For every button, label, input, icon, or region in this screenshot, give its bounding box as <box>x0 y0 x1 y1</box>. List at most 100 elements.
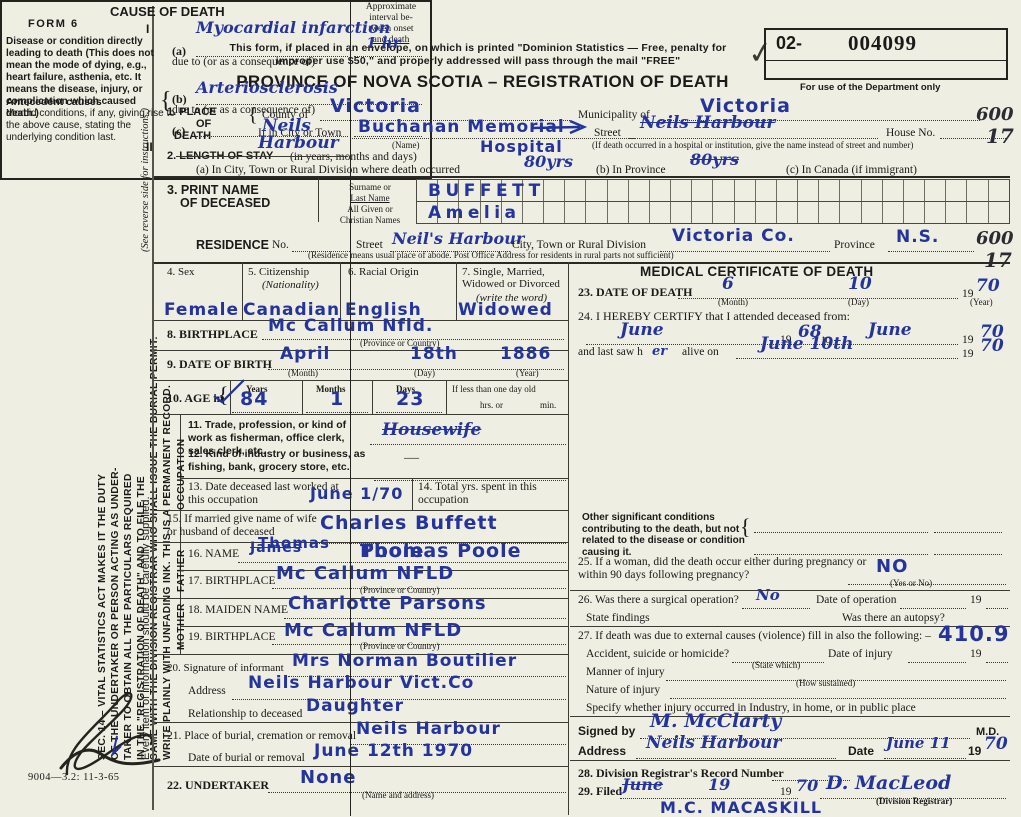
cause-part-i: I <box>146 22 150 36</box>
field-10-days-value: 23 <box>396 388 425 410</box>
margin-note-a: 600 <box>976 104 1014 125</box>
field-9-day: 18th <box>410 344 458 364</box>
given-names-label: All Given or Christian Names <box>339 204 401 225</box>
signed-by-value: M. McClarty <box>650 710 782 732</box>
field-29-year-prefix: 19 <box>780 786 792 798</box>
cause-a-value: Myocardial infarction <box>196 18 391 37</box>
field-10-months-label: Months <box>316 384 346 394</box>
field-21-value: Neils Harbour <box>356 719 501 739</box>
antecedent-desc: Morbid conditions, if any, giving rise t… <box>6 108 175 143</box>
field-26-findings-label: State findings <box>586 612 650 624</box>
field-7-sub: (write the word) <box>476 292 548 304</box>
registration-prefix: 02- <box>776 33 803 53</box>
field-9-year: 1886 <box>500 344 552 364</box>
arrow-icon <box>531 119 588 135</box>
field-1-label-death: DEATH <box>174 130 212 142</box>
field-6-label: 6. Racial Origin <box>348 266 419 278</box>
field-26-date-label: Date of operation <box>816 594 897 606</box>
field-20-label: 20. Signature of informant <box>167 662 284 674</box>
name-note: (Name) <box>392 140 420 150</box>
field-24-label: 24. I HEREBY CERTIFY that I attended dec… <box>578 309 850 323</box>
field-23-month-note: (Month) <box>718 297 748 307</box>
field-29-registrar-print: M.C. MACASKILL <box>660 798 823 817</box>
margin-note-c: 600 <box>976 228 1014 249</box>
field-5-label: 5. Citizenship <box>248 266 310 278</box>
field-21-date-value: June 12th 1970 <box>314 741 474 761</box>
field-24-to-label: to <box>822 334 831 346</box>
municipality-label: Municipality of <box>578 109 650 121</box>
field-11-label: 11. Trade, profession, or kind of work a… <box>188 419 347 457</box>
field-23-year-note: (Year) <box>970 297 993 307</box>
field-2a-label: (a) In City, Town or Rural Division wher… <box>196 164 460 176</box>
field-9-year-note: (Year) <box>516 368 539 378</box>
form-body-frame <box>152 6 1012 810</box>
field-21-label: 21. Place of burial, cremation or remova… <box>167 730 357 742</box>
field-2c-label: (c) In Canada (if immigrant) <box>786 164 917 176</box>
cause-a-interval: 1 hr <box>366 34 401 52</box>
field-24-from-year: 68 <box>798 322 822 342</box>
signed-date-year-prefix: 19 <box>968 744 982 758</box>
field-25-value: NO <box>876 556 909 577</box>
field-10-months-value: 1 <box>330 388 345 410</box>
field-24-lastsaw-year: 70 <box>980 336 1004 356</box>
brace-icon-part2: { <box>740 514 751 539</box>
margin-note-b: 17 <box>986 124 1014 148</box>
field-29-registrar-value: D. MacLeod <box>826 772 952 794</box>
field-20-value: Mrs Norman Boutilier <box>292 651 518 671</box>
city-value-line2: Harbour <box>258 133 339 153</box>
field-24-to-value: June <box>868 320 912 340</box>
field-17-value: Mc Callum NFLD <box>276 563 455 584</box>
field-13-label: 13. Date deceased last worked at this oc… <box>188 481 339 506</box>
field-9-day-note: (Day) <box>414 368 435 378</box>
house-no-label: House No. <box>886 127 936 139</box>
field-26-label: 26. Was there a surgical operation? <box>578 594 739 606</box>
field-9-month: April <box>280 344 331 364</box>
field-10-years-label: Years <box>246 384 268 394</box>
county-of-label: County of <box>262 109 309 121</box>
field-7-label: 7. Single, Married, Widowed or Divorced <box>462 266 560 290</box>
street-value-1: Neils Harbour <box>640 113 776 133</box>
signed-date-label: Date <box>848 744 875 758</box>
field-6-value: English <box>345 300 422 320</box>
field-29-registrar-note: (Division Registrar) <box>876 796 953 806</box>
field-16-struck: James <box>250 540 303 556</box>
print-code-label: 9004—3.2: 11-3-65 <box>28 772 120 783</box>
brace-icon-age: { <box>218 382 229 407</box>
signed-address-value: Neils Harbour <box>646 733 782 753</box>
field-27-nature-label: Nature of injury <box>586 684 661 696</box>
field-15-label: 15. If married give name of wife or husb… <box>167 513 317 538</box>
surname-label: Surname or Last Name <box>349 182 391 203</box>
field-27-code: 410.9 <box>938 622 1010 646</box>
field-24-from-year-prefix: 19 <box>780 334 792 346</box>
field-16-label: 16. NAME <box>188 548 240 560</box>
field-1-label: 1. PLACE <box>167 106 217 118</box>
field-21-date-label: Date of burial or removal <box>188 752 305 764</box>
residence-city-value: Victoria Co. <box>672 226 795 246</box>
informant-relationship-value: Daughter <box>306 696 404 716</box>
hospital-instruction-note: (If death occurred in a hospital or inst… <box>592 140 914 150</box>
registration-number-box: 02- 004099 <box>764 28 1008 80</box>
field-2a-value: 80yrs <box>524 152 573 171</box>
field-1-label-of: OF <box>196 118 212 130</box>
residence-label: RESIDENCE <box>196 238 269 252</box>
field-23-year-prefix: 19 <box>962 288 974 300</box>
field-27-state-which: (State which) <box>752 660 801 670</box>
field-10-years-value: 84 <box>240 388 269 410</box>
field-23-month: 6 <box>722 274 734 294</box>
cause-b-value: Arteriosclerosis <box>196 78 338 97</box>
mailing-notice: This form, if placed in an envelope, on … <box>229 42 727 67</box>
field-2b-label: (b) In Province <box>596 164 666 176</box>
field-15-value: Charles Buffett <box>320 512 498 534</box>
given-names-grid[interactable] <box>416 201 1010 224</box>
field-27-label: 27. If death was due to external causes … <box>578 630 931 642</box>
cause-of-death-box: CAUSE OF DEATH Approximate interval be-t… <box>0 0 432 816</box>
field-24-lastsaw-year-prefix: 19 <box>962 348 974 360</box>
field-9-label: 9. DATE OF BIRTH <box>167 357 272 371</box>
field-27-manner-label: Manner of injury <box>586 666 665 678</box>
field-22-label: 22. UNDERTAKER <box>167 778 270 792</box>
field-26-value: No <box>756 586 780 604</box>
informant-address-value: Neils Harbour Vict.Co <box>248 673 475 693</box>
field-12-label: 12. Kind of industry or business, as fis… <box>188 448 366 473</box>
field-8-note: (Province or Country) <box>360 338 440 348</box>
